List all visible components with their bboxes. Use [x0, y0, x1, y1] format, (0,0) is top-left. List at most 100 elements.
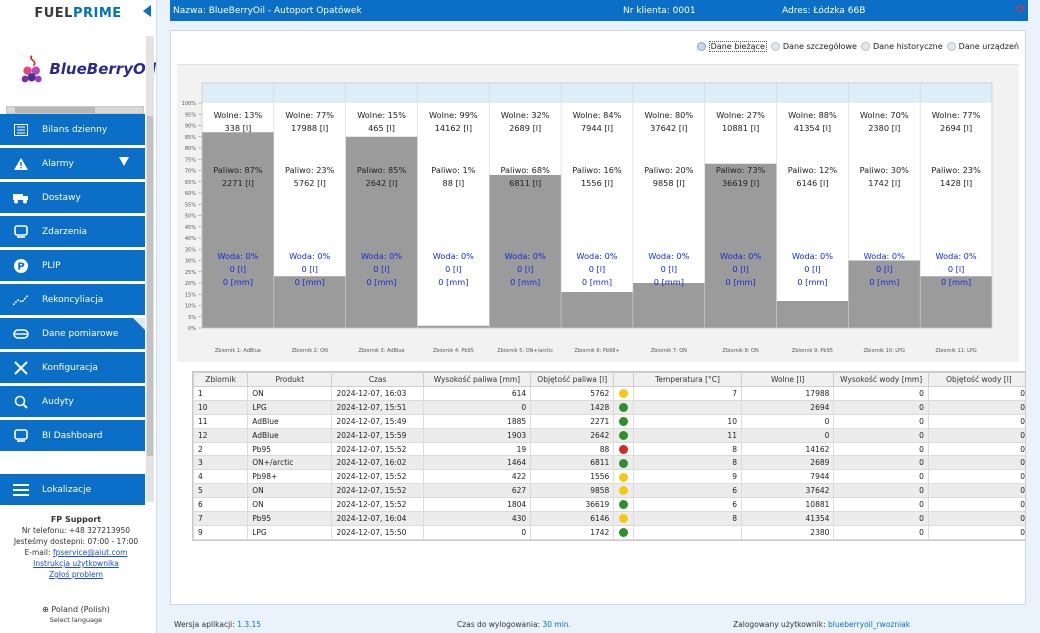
fuel-percent-label: Paliwo: 1% [431, 165, 475, 175]
app-version: Wersja aplikacji: 1.3.15 [174, 620, 262, 629]
table-cell: Pb95 [247, 511, 333, 526]
water-height-label: 0 [mm] [438, 277, 468, 287]
logout-icon[interactable]: ⏻ [1016, 4, 1024, 15]
menu-label: Zdarzenia [42, 226, 88, 237]
menu-item-zdarzenia[interactable]: Zdarzenia [0, 216, 145, 247]
tank-chart-svg: 0% 5% 10% 15% 20% 25% 30% 35% 40% 45% 50% 55% 60% 65%… [182, 82, 993, 354]
menu-item-plip[interactable]: P PLIP [0, 250, 145, 281]
fuel-percent-label: Paliwo: 20% [644, 165, 694, 175]
table-row[interactable]: 11 AdBlue 2024-12-07, 15:49 1885 2271 10 0 0 0 [193, 413, 1025, 429]
magnifier-icon [12, 394, 30, 410]
client-number: Nr klienta: 0001 [623, 5, 696, 16]
menu-item-bilans-dzienny[interactable]: Bilans dzienny [0, 114, 145, 145]
menu-item-bi-dashboard[interactable]: BI Dashboard [0, 420, 145, 451]
table-header-cell[interactable]: Wysokość paliwa [mm] [422, 372, 532, 387]
free-percent-label: Wolne: 77% [285, 110, 334, 120]
table-row[interactable]: 2 Pb95 2024-12-07, 15:52 19 88 8 14162 0 0 [193, 441, 1025, 457]
filter-icon[interactable] [119, 157, 129, 166]
status-cell [613, 483, 635, 499]
table-cell: 12 [193, 427, 249, 443]
y-tick-label: 85% [185, 135, 196, 141]
table-row[interactable]: 4 Pb98+ 2024-12-07, 15:52 422 1556 9 7944 0 0 [193, 469, 1025, 485]
water-percent-label: Woda: 0% [720, 251, 761, 261]
fuel-percent-label: Paliwo: 23% [931, 165, 981, 175]
table-row[interactable]: 1 ON 2024-12-07, 16:03 614 5762 7 17988 0 0 [193, 386, 1025, 401]
water-percent-label: Woda: 0% [361, 251, 402, 261]
table-cell: AdBlue [247, 413, 333, 429]
option-historical-data[interactable]: Dane historyczne [860, 42, 943, 51]
y-tick-label: 0% [188, 326, 196, 332]
free-volume-label: 465 [l] [368, 123, 395, 133]
status-cell [613, 386, 635, 401]
main-panel: Dane bieżące Dane szczegółowe Dane histo… [170, 30, 1026, 605]
table-cell: 9 [193, 524, 249, 540]
fuel-bar [632, 283, 705, 328]
table-cell: ON [247, 483, 333, 499]
table-cell: 0 [833, 413, 929, 429]
option-current-data[interactable]: Dane bieżące [696, 41, 767, 52]
fuelprime-logo: FUELPRIME [34, 5, 122, 21]
table-cell: 430 [422, 511, 532, 526]
table-row[interactable]: 12 AdBlue 2024-12-07, 15:59 1903 2642 11 0 0 0 [193, 427, 1025, 443]
table-cell: 0 [927, 386, 1025, 401]
table-cell: 1804 [422, 497, 532, 513]
table-cell: Pb95 [247, 441, 333, 457]
collapse-sidebar-icon[interactable] [143, 5, 151, 17]
table-cell: 1885 [422, 413, 532, 429]
table-header-cell[interactable]: Produkt [247, 372, 333, 387]
menu-item-konfiguracja[interactable]: Konfiguracja [0, 352, 145, 383]
water-percent-label: Woda: 0% [289, 251, 330, 261]
table-header-cell[interactable]: Wysokość wody [mm] [833, 372, 929, 387]
table-header-cell[interactable]: Objętość wody [l] [927, 372, 1025, 387]
table-header-cell[interactable]: Wolne [l] [740, 372, 835, 387]
table-cell: 1428 [530, 399, 615, 415]
language-selector[interactable]: ⊕ Poland (Polish) Select language [0, 604, 152, 626]
water-height-label: 0 [mm] [654, 277, 684, 287]
status-cell [613, 455, 635, 471]
status-cell [613, 524, 635, 540]
table-cell: 422 [422, 469, 532, 485]
table-header-cell[interactable]: Temperatura [°C] [633, 372, 742, 387]
support-hours: Jesteśmy dostepni: 07:00 - 17:00 [13, 537, 139, 546]
table-header-cell[interactable] [613, 372, 635, 387]
table-row[interactable]: 9 LPG 2024-12-07, 15:50 0 1742 2380 0 0 [193, 524, 1025, 540]
table-row[interactable]: 5 ON 2024-12-07, 15:52 627 9858 6 37642 0 0 [193, 483, 1025, 499]
menu-item-dane-pomiarowe[interactable]: Dane pomiarowe [0, 318, 145, 349]
table-header-cell[interactable]: Czas [331, 372, 424, 387]
table-row[interactable]: 6 ON 2024-12-07, 15:52 1804 36619 6 10881 0 0 [193, 497, 1025, 513]
logged-user: Zalogowany użytkownik: blueberryoil_rwoz… [733, 620, 911, 629]
menu-item-dostawy[interactable]: Dostawy [0, 182, 145, 213]
table-cell: ON+/arctic [247, 455, 333, 471]
table-header-cell[interactable]: Objętość paliwa [l] [530, 372, 615, 387]
table-cell [633, 524, 742, 540]
table-row[interactable]: 10 LPG 2024-12-07, 15:51 0 1428 2694 0 0 [193, 399, 1025, 415]
horizontal-scrollbar[interactable] [6, 106, 144, 114]
vertical-scrollbar[interactable] [146, 36, 154, 502]
table-cell: 2642 [530, 427, 615, 443]
fuel-bar [417, 325, 490, 328]
table-cell: 0 [833, 524, 929, 540]
free-percent-label: Wolne: 80% [644, 110, 693, 120]
table-header-cell[interactable]: Zbiornik [193, 372, 249, 387]
option-detailed-data[interactable]: Dane szczegółowe [770, 42, 857, 51]
report-problem-link[interactable]: Zgłoś problem [49, 570, 103, 579]
menu-item-rekoncyliacja[interactable]: Rekoncyliacja [0, 284, 145, 315]
table-cell: 8 [633, 511, 742, 526]
free-volume-label: 10881 [l] [722, 123, 759, 133]
client-logo: BlueBerryOil [0, 36, 156, 102]
support-email-link[interactable]: fpservice@aiut.com [52, 548, 128, 557]
free-percent-label: Wolne: 77% [932, 110, 981, 120]
logo-bar: FUELPRIME [0, 0, 156, 26]
table-cell: AdBlue [247, 427, 333, 443]
menu-item-alarmy[interactable]: Alarmy [0, 148, 145, 179]
menu-item-audyty[interactable]: Audyty [0, 386, 145, 417]
table-cell: 2689 [740, 455, 835, 471]
table-row[interactable]: 3 ON+/arctic 2024-12-07, 16:02 1464 6811 8 268… [193, 455, 1025, 471]
table-row[interactable]: 7 Pb95 2024-12-07, 16:04 430 6146 8 41354 0 0 [193, 511, 1025, 526]
manual-link[interactable]: Instrukcja użytkownika [33, 559, 119, 568]
menu-item-lokalizacje[interactable]: Lokalizacje [0, 474, 145, 505]
table-cell: 7 [633, 386, 742, 401]
svg-text:P: P [17, 261, 24, 272]
water-height-label: 0 [mm] [582, 277, 612, 287]
option-device-data[interactable]: Dane urządzeń [946, 42, 1019, 51]
